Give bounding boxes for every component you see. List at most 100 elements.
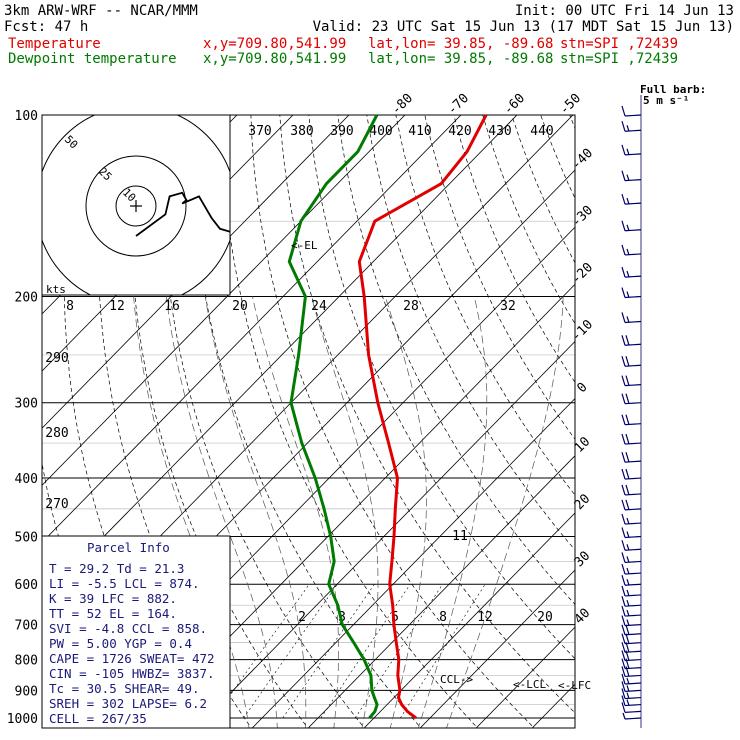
barb-flag: [625, 484, 630, 496]
barb-shaft: [624, 674, 642, 678]
isotherm-label: 0: [574, 380, 590, 396]
lcl-annotation: <-LCL: [513, 678, 546, 691]
dry-adiabat: [221, 115, 479, 728]
barb-shaft: [624, 275, 642, 278]
dry-adiabat: [279, 115, 575, 714]
el-annotation: <-EL: [291, 239, 318, 252]
wind-barb: [622, 712, 642, 720]
barb-half: [626, 599, 630, 607]
barb-shaft: [624, 682, 642, 685]
theta-label: 380: [290, 124, 313, 139]
barb-flag: [621, 414, 626, 425]
barb-shaft: [624, 594, 642, 597]
dewpoint-station: stn=SPI ,72439: [560, 51, 678, 67]
barb-half: [626, 556, 630, 563]
barb-flag: [621, 375, 626, 386]
barb-flag: [625, 393, 630, 404]
barb-shaft: [624, 423, 642, 426]
isotherm-line: [475, 626, 575, 728]
barb-shaft: [624, 384, 642, 387]
barb-legend-line1: Full barb:: [640, 83, 706, 96]
dry-adiabat: [599, 115, 740, 731]
wind-barb: [621, 105, 642, 117]
barb-shaft: [624, 320, 642, 324]
barb-flag: [621, 170, 626, 181]
wind-barb: [621, 513, 642, 525]
dry-adiabat: [308, 115, 575, 660]
wind-barb: [621, 144, 642, 156]
dry-adiabat: [337, 115, 575, 605]
wind-barb: [621, 468, 642, 480]
moist-adiabat: [446, 296, 564, 728]
mixing-ratio-label: 16: [164, 299, 180, 314]
barb-shaft: [624, 229, 642, 232]
mixing-ratio-label: 28: [403, 299, 419, 314]
parcel-row: K = 39 LFC = 882.: [49, 591, 177, 606]
barb-flag: [621, 287, 626, 298]
mixing-ratio-label: 2: [298, 610, 306, 625]
barb-flag: [621, 585, 626, 597]
wind-barb: [621, 312, 642, 324]
mixing-ratio-line: [282, 584, 375, 719]
barb-half: [626, 224, 630, 231]
barb-flag: [621, 615, 626, 626]
temperature-xy: x,y=709.80,541.99: [203, 36, 346, 52]
barb-flag: [621, 220, 626, 231]
barb-shaft: [624, 710, 642, 713]
theta-label: 420: [448, 124, 471, 139]
wind-barb: [621, 170, 642, 182]
wind-barb: [621, 193, 642, 205]
hodograph-trace: [135, 191, 230, 237]
dry-adiabat: [511, 115, 575, 264]
isotherm-label: -60: [501, 91, 528, 118]
wind-barb: [621, 356, 642, 367]
theta-label: 410: [408, 124, 431, 139]
hodograph-clip: [42, 115, 230, 295]
parcel-row: CAPE = 1726 SWEAT= 472: [49, 651, 215, 666]
theta-label: 370: [248, 124, 271, 139]
barb-flag: [621, 433, 626, 445]
barb-shaft: [624, 548, 642, 551]
theta-label: 270: [45, 497, 68, 512]
wind-barb: [621, 414, 642, 426]
mixing-ratio-label: 8: [66, 299, 74, 314]
init-time: Init: 00 UTC Fri 14 Jun 13: [515, 3, 734, 19]
theta-label: 400: [369, 124, 392, 139]
barb-half: [626, 517, 630, 525]
isotherm-line: [195, 340, 575, 728]
barb-half: [626, 685, 630, 692]
wind-barb: [621, 615, 642, 627]
dry-adiabat: [424, 115, 575, 440]
dewpoint-latlon: lat,lon= 39.85, -89.68: [368, 51, 553, 67]
mixing-ratio-line: [400, 584, 486, 719]
theta-label: 440: [530, 124, 553, 139]
barb-half: [626, 270, 630, 278]
parcel-row: T = 29.2 Td = 21.3: [49, 561, 184, 576]
barb-shaft: [624, 667, 642, 670]
mixing-ratio-label: 12: [109, 299, 125, 314]
isotherm-line: [139, 283, 575, 728]
isotherm-line: [251, 398, 575, 728]
lfc-annotation: <-LFC: [558, 679, 591, 692]
barb-flag: [621, 193, 626, 205]
moist-adiabat: [165, 296, 278, 728]
barb-half: [626, 609, 630, 617]
barb-shaft: [624, 493, 642, 496]
barb-shaft: [624, 583, 642, 586]
wind-barb: [621, 681, 642, 693]
wind-barb: [621, 287, 642, 299]
barb-flag: [621, 658, 626, 669]
barb-half: [626, 699, 630, 706]
dry-adiabat: [250, 115, 535, 728]
hodograph-ring: [85, 155, 187, 257]
isotherm-line: [42, 115, 350, 429]
isotherm-label: -10: [569, 317, 596, 344]
barb-shaft: [624, 572, 642, 575]
mixing-ratio-label: 12: [477, 610, 493, 625]
wind-barb: [621, 633, 642, 645]
barb-flag: [621, 681, 626, 692]
barb-flag: [621, 244, 626, 256]
barb-flag: [621, 144, 626, 156]
dry-adiabat: [192, 115, 422, 728]
